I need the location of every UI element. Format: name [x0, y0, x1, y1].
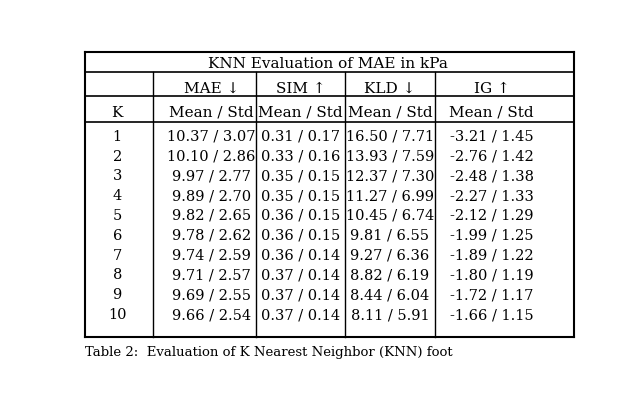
Text: 0.37 / 0.14: 0.37 / 0.14 — [261, 308, 340, 322]
Text: 0.36 / 0.15: 0.36 / 0.15 — [261, 229, 340, 243]
Text: MAE ↓: MAE ↓ — [184, 82, 239, 96]
Text: 0.31 / 0.17: 0.31 / 0.17 — [261, 130, 340, 144]
Text: -1.89 / 1.22: -1.89 / 1.22 — [450, 249, 534, 262]
Text: 0.35 / 0.15: 0.35 / 0.15 — [261, 189, 340, 203]
Text: 9.71 / 2.57: 9.71 / 2.57 — [172, 269, 251, 283]
Text: 10.37 / 3.07: 10.37 / 3.07 — [167, 130, 256, 144]
Text: 9.27 / 6.36: 9.27 / 6.36 — [350, 249, 429, 262]
Text: 0.37 / 0.14: 0.37 / 0.14 — [261, 288, 340, 302]
Text: 9.69 / 2.55: 9.69 / 2.55 — [172, 288, 251, 302]
Text: 8.44 / 6.04: 8.44 / 6.04 — [350, 288, 429, 302]
Text: 8.11 / 5.91: 8.11 / 5.91 — [351, 308, 429, 322]
Text: -2.48 / 1.38: -2.48 / 1.38 — [450, 169, 534, 183]
Text: SIM ↑: SIM ↑ — [276, 82, 326, 96]
Text: 9.74 / 2.59: 9.74 / 2.59 — [172, 249, 251, 262]
Text: 4: 4 — [113, 189, 122, 203]
Text: 0.37 / 0.14: 0.37 / 0.14 — [261, 269, 340, 283]
Text: 9.81 / 6.55: 9.81 / 6.55 — [351, 229, 429, 243]
Text: K: K — [111, 106, 123, 120]
Text: -1.66 / 1.15: -1.66 / 1.15 — [450, 308, 534, 322]
Text: Mean / Std: Mean / Std — [348, 106, 432, 120]
Text: -2.12 / 1.29: -2.12 / 1.29 — [450, 209, 533, 223]
Text: IG ↑: IG ↑ — [474, 82, 509, 96]
Text: 10.10 / 2.86: 10.10 / 2.86 — [167, 150, 255, 164]
Text: Mean / Std: Mean / Std — [169, 106, 253, 120]
Text: 9: 9 — [113, 288, 122, 302]
Text: -2.76 / 1.42: -2.76 / 1.42 — [450, 150, 534, 164]
Text: 0.35 / 0.15: 0.35 / 0.15 — [261, 169, 340, 183]
Text: -2.27 / 1.33: -2.27 / 1.33 — [450, 189, 534, 203]
Text: 9.97 / 2.77: 9.97 / 2.77 — [172, 169, 251, 183]
Text: Mean / Std: Mean / Std — [449, 106, 534, 120]
Text: 11.27 / 6.99: 11.27 / 6.99 — [346, 189, 434, 203]
Text: 3: 3 — [113, 169, 122, 183]
Text: 2: 2 — [113, 150, 122, 164]
Text: 5: 5 — [113, 209, 122, 223]
Text: Table 2:  Evaluation of K Nearest Neighbor (KNN) foot: Table 2: Evaluation of K Nearest Neighbo… — [85, 346, 452, 359]
Text: 10: 10 — [108, 308, 127, 322]
Text: -1.80 / 1.19: -1.80 / 1.19 — [450, 269, 534, 283]
Text: 1: 1 — [113, 130, 122, 144]
Text: 7: 7 — [113, 249, 122, 262]
Text: 9.89 / 2.70: 9.89 / 2.70 — [172, 189, 251, 203]
Text: 8: 8 — [113, 269, 122, 283]
Text: 0.33 / 0.16: 0.33 / 0.16 — [261, 150, 340, 164]
Text: KLD ↓: KLD ↓ — [364, 82, 416, 96]
Text: 8.82 / 6.19: 8.82 / 6.19 — [351, 269, 429, 283]
Text: -1.72 / 1.17: -1.72 / 1.17 — [450, 288, 533, 302]
Text: KNN Evaluation of MAE in kPa: KNN Evaluation of MAE in kPa — [208, 57, 448, 71]
Text: 10.45 / 6.74: 10.45 / 6.74 — [346, 209, 434, 223]
Text: 12.37 / 7.30: 12.37 / 7.30 — [346, 169, 434, 183]
Text: 16.50 / 7.71: 16.50 / 7.71 — [346, 130, 434, 144]
Text: 9.66 / 2.54: 9.66 / 2.54 — [172, 308, 251, 322]
Text: 0.36 / 0.14: 0.36 / 0.14 — [261, 249, 340, 262]
Text: 9.78 / 2.62: 9.78 / 2.62 — [172, 229, 251, 243]
Text: 0.36 / 0.15: 0.36 / 0.15 — [261, 209, 340, 223]
Text: 13.93 / 7.59: 13.93 / 7.59 — [346, 150, 434, 164]
Text: 9.82 / 2.65: 9.82 / 2.65 — [172, 209, 251, 223]
Text: -1.99 / 1.25: -1.99 / 1.25 — [450, 229, 533, 243]
Text: -3.21 / 1.45: -3.21 / 1.45 — [450, 130, 534, 144]
Text: Mean / Std: Mean / Std — [259, 106, 343, 120]
Text: 6: 6 — [113, 229, 122, 243]
